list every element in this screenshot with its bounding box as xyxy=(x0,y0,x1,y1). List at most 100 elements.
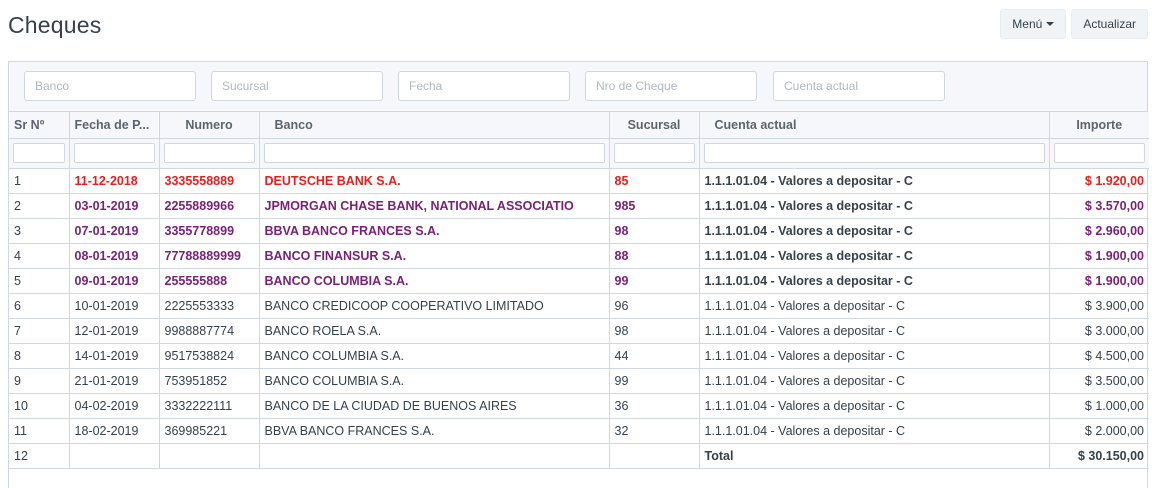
cell-cuenta[interactable]: 1.1.1.01.04 - Valores a depositar - C xyxy=(699,343,1050,369)
cell-fecha[interactable]: 07-01-2019 xyxy=(69,218,160,244)
cell-numero[interactable]: 2255889966 xyxy=(159,193,260,219)
cell-fecha[interactable]: 14-01-2019 xyxy=(69,343,160,369)
cell-sr[interactable]: 9 xyxy=(9,368,70,394)
cell-cuenta[interactable]: 1.1.1.01.04 - Valores a depositar - C xyxy=(699,218,1050,244)
cell-fecha[interactable]: 11-12-2018 xyxy=(69,168,160,194)
column-filter-numero[interactable] xyxy=(163,143,255,163)
cell-importe[interactable]: $ 1.900,00 xyxy=(1049,243,1149,269)
table-row[interactable]: 5 09-01-2019 255555888 BANCO COLUMBIA S.A. 9… xyxy=(9,268,1149,294)
cell-cuenta[interactable]: 1.1.1.01.04 - Valores a depositar - C xyxy=(699,393,1050,419)
column-filter-importe[interactable] xyxy=(1053,143,1145,163)
cell-importe[interactable]: $ 3.000,00 xyxy=(1049,318,1149,344)
cell-sr[interactable]: 2 xyxy=(9,193,70,219)
menu-button[interactable]: Menú xyxy=(1000,9,1067,39)
cell-cuenta[interactable]: 1.1.1.01.04 - Valores a depositar - C xyxy=(699,268,1050,294)
cell-importe[interactable]: $ 2.960,00 xyxy=(1049,218,1149,244)
column-filter-fecha[interactable] xyxy=(73,143,155,163)
cell-numero[interactable]: 255555888 xyxy=(159,268,260,294)
cell-banco[interactable]: BANCO CREDICOOP COOPERATIVO LIMITADO xyxy=(259,293,610,319)
cell-sr[interactable]: 4 xyxy=(9,243,70,269)
cell-sr[interactable]: 6 xyxy=(9,293,70,319)
cell-cuenta[interactable]: 1.1.1.01.04 - Valores a depositar - C xyxy=(699,193,1050,219)
cell-importe[interactable]: $ 1.920,00 xyxy=(1049,168,1149,194)
table-row[interactable]: 3 07-01-2019 3355778899 BBVA BANCO FRANCES … xyxy=(9,218,1149,244)
cell-importe[interactable]: $ 3.570,00 xyxy=(1049,193,1149,219)
cell-fecha[interactable]: 12-01-2019 xyxy=(69,318,160,344)
table-row[interactable]: 8 14-01-2019 9517538824 BANCO COLUMBIA S.A.… xyxy=(9,343,1149,369)
cell-numero[interactable]: 3335558889 xyxy=(159,168,260,194)
cell-banco[interactable]: BANCO ROELA S.A. xyxy=(259,318,610,344)
cell-banco[interactable]: BANCO FINANSUR S.A. xyxy=(259,243,610,269)
cell-numero[interactable]: 9988887774 xyxy=(159,318,260,344)
cell-importe[interactable]: $ 3.900,00 xyxy=(1049,293,1149,319)
cell-fecha[interactable]: 18-02-2019 xyxy=(69,418,160,444)
cell-cuenta[interactable]: 1.1.1.01.04 - Valores a depositar - C xyxy=(699,418,1050,444)
cell-sucursal[interactable]: 99 xyxy=(609,268,700,294)
table-row[interactable]: 10 04-02-2019 3332222111 BANCO DE LA CIUDAD… xyxy=(9,393,1149,419)
cell-numero[interactable]: 3332222111 xyxy=(159,393,260,419)
cell-sr[interactable]: 1 xyxy=(9,168,70,194)
cell-banco[interactable]: BANCO DE LA CIUDAD DE BUENOS AIRES xyxy=(259,393,610,419)
table-row[interactable]: 11 18-02-2019 369985221 BBVA BANCO FRANCES … xyxy=(9,418,1149,444)
table-row[interactable]: 9 21-01-2019 753951852 BANCO COLUMBIA S.A. 9… xyxy=(9,368,1149,394)
filter-sucursal[interactable] xyxy=(211,71,383,101)
cell-numero[interactable]: 9517538824 xyxy=(159,343,260,369)
cell-sucursal[interactable]: 88 xyxy=(609,243,700,269)
cell-cuenta[interactable]: 1.1.1.01.04 - Valores a depositar - C xyxy=(699,318,1050,344)
cell-numero[interactable]: 2225553333 xyxy=(159,293,260,319)
refresh-button[interactable]: Actualizar xyxy=(1071,9,1148,39)
cell-sucursal[interactable]: 98 xyxy=(609,218,700,244)
cell-sucursal[interactable]: 96 xyxy=(609,293,700,319)
cell-sr[interactable]: 8 xyxy=(9,343,70,369)
cell-sucursal[interactable]: 36 xyxy=(609,393,700,419)
cell-banco[interactable]: BANCO COLUMBIA S.A. xyxy=(259,368,610,394)
table-row[interactable]: 7 12-01-2019 9988887774 BANCO ROELA S.A. 98 1… xyxy=(9,318,1149,344)
column-header-importe[interactable]: Importe xyxy=(1049,112,1149,139)
cell-banco[interactable]: BBVA BANCO FRANCES S.A. xyxy=(259,418,610,444)
cell-numero[interactable]: 3355778899 xyxy=(159,218,260,244)
cell-sr[interactable]: 10 xyxy=(9,393,70,419)
cell-sucursal[interactable]: 44 xyxy=(609,343,700,369)
table-row[interactable]: 4 08-01-2019 77788889999 BANCO FINANSUR S.A… xyxy=(9,243,1149,269)
cell-banco[interactable]: BBVA BANCO FRANCES S.A. xyxy=(259,218,610,244)
cell-importe[interactable]: $ 1.000,00 xyxy=(1049,393,1149,419)
cell-fecha[interactable]: 21-01-2019 xyxy=(69,368,160,394)
filter-banco[interactable] xyxy=(24,71,196,101)
cell-banco[interactable]: JPMORGAN CHASE BANK, NATIONAL ASSOCIATIO xyxy=(259,193,610,219)
cell-sr[interactable]: 11 xyxy=(9,418,70,444)
cell-sr[interactable]: 5 xyxy=(9,268,70,294)
cell-numero[interactable]: 753951852 xyxy=(159,368,260,394)
table-row[interactable]: 2 03-01-2019 2255889966 JPMORGAN CHASE BANK… xyxy=(9,193,1149,219)
cell-numero[interactable]: 77788889999 xyxy=(159,243,260,269)
column-filter-cuenta[interactable] xyxy=(703,143,1045,163)
filter-fecha[interactable] xyxy=(398,71,570,101)
cell-sucursal[interactable]: 85 xyxy=(609,168,700,194)
cell-importe[interactable]: $ 2.000,00 xyxy=(1049,418,1149,444)
column-header-numero[interactable]: Numero xyxy=(159,112,260,139)
cell-banco[interactable]: BANCO COLUMBIA S.A. xyxy=(259,268,610,294)
table-row[interactable]: 6 10-01-2019 2225553333 BANCO CREDICOOP COO… xyxy=(9,293,1149,319)
cell-sucursal[interactable]: 98 xyxy=(609,318,700,344)
cell-importe[interactable]: $ 4.500,00 xyxy=(1049,343,1149,369)
column-header-banco[interactable]: Banco xyxy=(259,112,610,139)
cell-cuenta[interactable]: 1.1.1.01.04 - Valores a depositar - C xyxy=(699,293,1050,319)
filter-nro-cheque[interactable] xyxy=(585,71,757,101)
cell-fecha[interactable]: 10-01-2019 xyxy=(69,293,160,319)
cell-banco[interactable]: BANCO COLUMBIA S.A. xyxy=(259,343,610,369)
cell-fecha[interactable]: 04-02-2019 xyxy=(69,393,160,419)
column-header-cuenta[interactable]: Cuenta actual xyxy=(699,112,1050,139)
cell-fecha[interactable]: 03-01-2019 xyxy=(69,193,160,219)
cell-cuenta[interactable]: 1.1.1.01.04 - Valores a depositar - C xyxy=(699,243,1050,269)
cell-numero[interactable]: 369985221 xyxy=(159,418,260,444)
cell-fecha[interactable]: 09-01-2019 xyxy=(69,268,160,294)
column-header-sucursal[interactable]: Sucursal xyxy=(609,112,700,139)
column-filter-sucursal[interactable] xyxy=(613,143,695,163)
filter-cuenta-actual[interactable] xyxy=(773,71,945,101)
column-filter-sr[interactable] xyxy=(13,143,65,163)
column-header-sr[interactable]: Sr Nº xyxy=(9,112,70,139)
cell-sucursal[interactable]: 985 xyxy=(609,193,700,219)
cell-importe[interactable]: $ 3.500,00 xyxy=(1049,368,1149,394)
cell-cuenta[interactable]: 1.1.1.01.04 - Valores a depositar - C xyxy=(699,168,1050,194)
cell-sr[interactable]: 3 xyxy=(9,218,70,244)
column-filter-banco[interactable] xyxy=(263,143,605,163)
